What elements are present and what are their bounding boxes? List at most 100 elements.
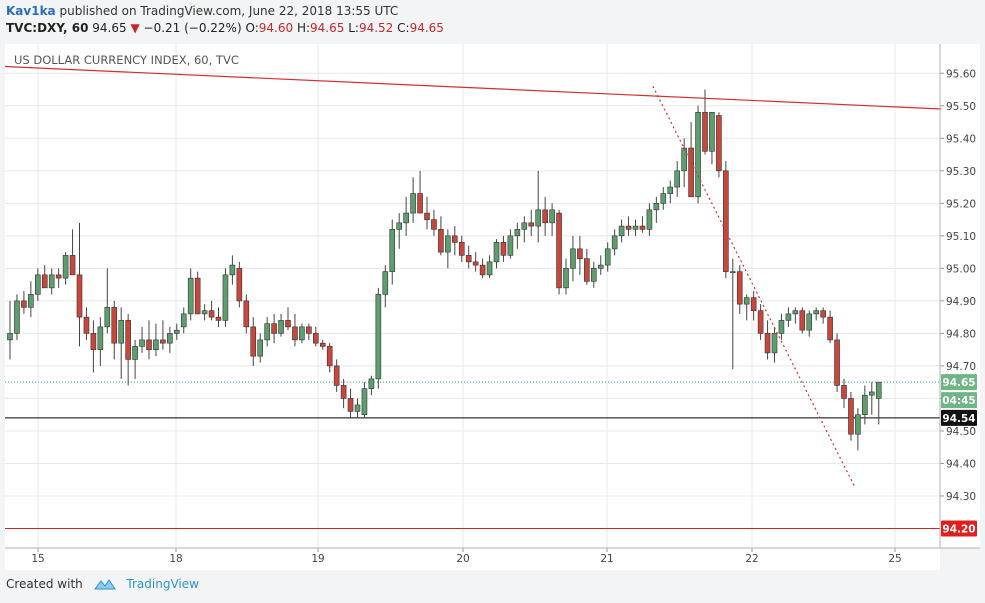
y-tick-label: 95.20	[946, 198, 976, 210]
candle-down	[90, 333, 97, 350]
countdown-label[interactable]: 04:45	[942, 395, 975, 407]
candle-down	[306, 326, 312, 334]
plot-area[interactable]	[5, 44, 940, 548]
candle-down	[243, 300, 250, 328]
candle-up	[806, 313, 813, 331]
candle-up	[299, 326, 305, 341]
candle-down	[472, 261, 479, 266]
price-axis[interactable]	[940, 44, 980, 548]
time-axis[interactable]	[5, 548, 940, 570]
tradingview-logo-icon[interactable]	[93, 577, 117, 594]
candle-up	[375, 294, 382, 380]
candle-up	[813, 310, 820, 315]
y-tick-label: 94.90	[946, 296, 976, 308]
tradingview-brand-link[interactable]: TradingView	[126, 577, 199, 591]
candle-down	[834, 339, 840, 386]
level-price-label[interactable]: 94.54	[942, 413, 975, 425]
candle-up	[792, 310, 799, 315]
symbol-legend: TVC:DXY, 60 94.65 ▼ −0.21 (−0.22%) O:94.…	[6, 20, 444, 37]
candle-up	[875, 381, 882, 399]
candle-up	[611, 235, 618, 250]
candle-up	[368, 378, 375, 389]
candle-down	[236, 268, 243, 302]
y-tick-label: 95.00	[946, 263, 976, 275]
trendlines[interactable]	[4, 65, 942, 487]
current-price-label-bg[interactable]	[941, 374, 977, 391]
candle-up	[48, 274, 55, 289]
current-price-label[interactable]: 94.65	[942, 377, 975, 389]
published-text: published on TradingView.com, June 22, 2…	[59, 4, 399, 18]
candle-up	[743, 297, 750, 305]
candle-down	[271, 323, 277, 334]
candle-down	[736, 271, 743, 305]
candle-up	[34, 274, 41, 295]
candle-down	[340, 385, 347, 399]
symbol-name[interactable]: TVC:DXY, 60	[6, 21, 89, 35]
candle-up	[785, 313, 792, 321]
candle-up	[646, 209, 653, 230]
candle-down	[702, 111, 708, 152]
open-label: O:	[245, 21, 259, 35]
candle-down	[542, 209, 548, 224]
level-price-label-bg[interactable]	[941, 409, 977, 426]
candle-up	[681, 147, 687, 172]
candle-up	[118, 320, 124, 344]
candle-down	[556, 212, 562, 289]
candle-down	[479, 264, 486, 276]
candle-down	[764, 333, 771, 354]
support-price-label[interactable]: 94.20	[942, 523, 975, 535]
candle-up	[667, 186, 674, 194]
author-link[interactable]: Kav1ka	[6, 4, 56, 18]
candle-down	[83, 316, 90, 334]
candle-down	[194, 277, 201, 315]
y-tick-label: 94.80	[946, 328, 976, 340]
footer: Created with TradingView	[6, 577, 199, 594]
candle-up	[264, 323, 270, 341]
candle-down	[827, 316, 833, 341]
countdown-label-bg[interactable]	[941, 392, 977, 409]
candle-up	[514, 229, 521, 237]
y-axis-labels: 95.60 95.50 95.40 95.30 95.20 95.10 95.00 94.90…	[940, 68, 977, 537]
horizontal-lines	[5, 381, 940, 529]
candle-down	[215, 316, 222, 321]
candle-up	[862, 394, 868, 415]
candle-up	[632, 225, 639, 230]
candle-down	[160, 339, 166, 344]
candle-up	[167, 333, 173, 344]
open-value: 94.60	[258, 21, 294, 35]
candle-up	[486, 261, 493, 276]
resistance-trendline[interactable]	[9, 66, 942, 110]
candle-down	[799, 310, 806, 331]
candle-down	[347, 398, 354, 412]
candle-up	[445, 235, 451, 253]
candle-up	[180, 313, 187, 328]
candle-down	[438, 229, 444, 253]
close-value: 94.65	[409, 21, 444, 35]
candle-up	[868, 391, 875, 396]
candle-up	[354, 404, 361, 412]
x-axis-labels: 15 18 19 20 21 22 25	[31, 548, 902, 565]
candle-down	[41, 274, 48, 289]
candle-up	[201, 310, 208, 315]
candle-down	[250, 326, 257, 357]
candle-up	[695, 111, 701, 198]
candle-down	[208, 310, 215, 318]
y-tick-label: 94.50	[946, 426, 976, 438]
candle-down	[723, 170, 729, 272]
candles	[7, 89, 882, 451]
candle-up	[778, 320, 785, 334]
candle-up	[361, 388, 368, 415]
candle-down	[319, 342, 326, 347]
candle-down	[757, 310, 764, 334]
candle-up	[521, 222, 528, 230]
candle-up	[382, 271, 389, 295]
candle-down	[848, 398, 854, 435]
support-price-label-bg[interactable]	[941, 520, 977, 537]
candle-down	[841, 385, 847, 399]
candle-down	[285, 320, 291, 328]
candle-up	[222, 274, 229, 321]
candle-down	[326, 346, 333, 367]
candle-down	[111, 307, 118, 344]
price-change: −0.21 (−0.22%)	[143, 21, 242, 35]
